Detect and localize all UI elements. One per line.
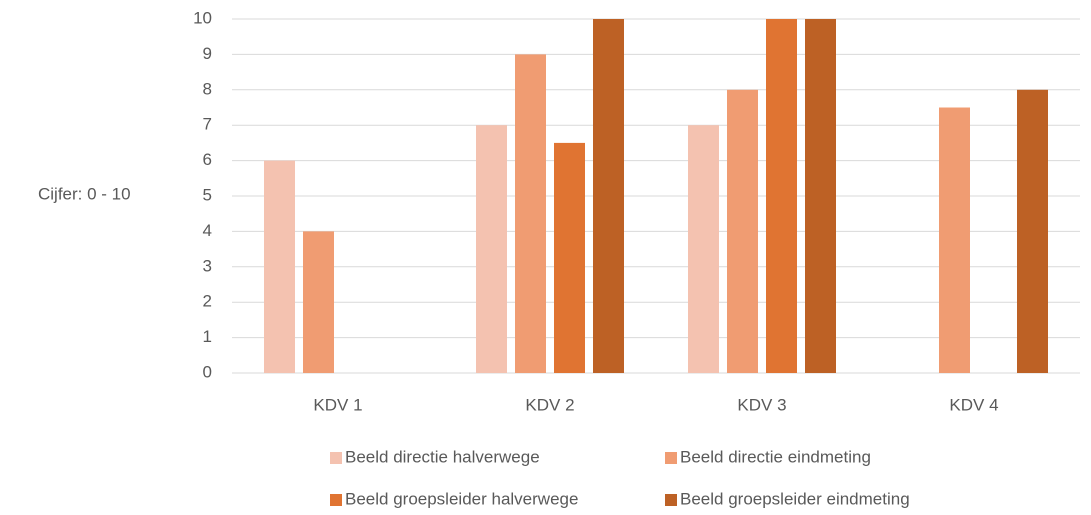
legend-swatch [330,452,342,464]
y-tick-label: 3 [203,256,212,275]
y-tick-label: 7 [203,115,212,134]
x-tick-label: KDV 1 [313,395,362,414]
x-tick-label: KDV 3 [737,395,786,414]
y-tick-label: 8 [203,79,212,98]
legend-label: Beeld groepsleider halverwege [345,489,578,508]
x-tick-label: KDV 4 [949,395,998,414]
y-tick-label: 4 [203,221,212,240]
bar [593,19,624,373]
y-tick-label: 9 [203,44,212,63]
bar [727,89,758,374]
legend-swatch [665,452,677,464]
bar [264,160,295,373]
bar [1017,89,1048,374]
bar [303,231,334,373]
bar [515,54,546,374]
x-tick-label: KDV 2 [525,395,574,414]
y-tick-label: 2 [203,292,212,311]
y-axis-label: Cijfer: 0 - 10 [38,184,131,203]
y-tick-label: 10 [193,8,212,27]
bar [766,19,797,373]
y-tick-label: 1 [203,327,212,346]
legend-label: Beeld groepsleider eindmeting [680,489,910,508]
legend-label: Beeld directie eindmeting [680,447,871,466]
y-tick-label: 6 [203,150,212,169]
y-tick-label: 5 [203,185,212,204]
bar [688,125,719,373]
bar [939,107,970,373]
legend-swatch [665,494,677,506]
y-tick-label: 0 [203,362,212,381]
legend-swatch [330,494,342,506]
bar [476,125,507,373]
legend-label: Beeld directie halverwege [345,447,540,466]
bar [805,19,836,373]
bar [554,142,585,373]
